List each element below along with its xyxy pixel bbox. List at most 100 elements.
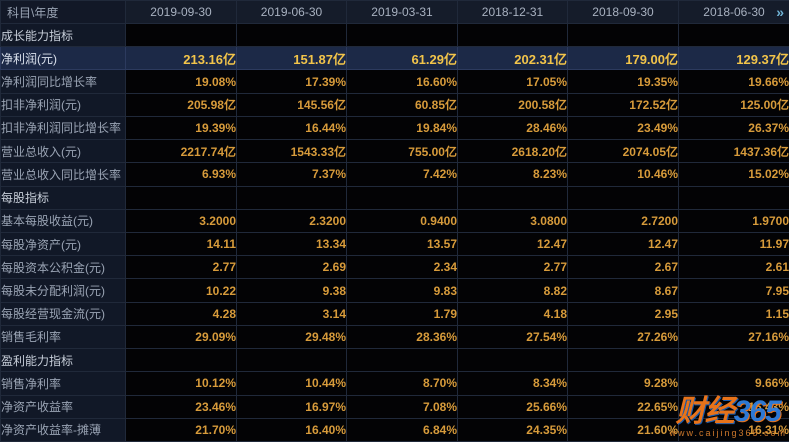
- row-label: 每股未分配利润(元): [0, 278, 126, 303]
- cell-value: 8.23%: [457, 162, 568, 187]
- cell-value: 10.22: [125, 278, 237, 303]
- row-label: 成长能力指标: [0, 22, 126, 48]
- row-label: 营业总收入(元): [0, 139, 126, 164]
- table-row: 每股经营现金流(元) 4.28 3.14 1.79 4.18 2.95 1.15: [0, 301, 789, 326]
- cell-value: 14.11: [125, 231, 237, 257]
- cell-value: 151.87亿: [236, 46, 347, 71]
- column-header-date: 2018-12-31: [457, 0, 568, 24]
- cell-value: 2.69: [236, 255, 347, 280]
- cell-value: [236, 22, 347, 48]
- cell-value: 10.46%: [567, 162, 679, 187]
- cell-value: 16.43%: [678, 394, 789, 419]
- cell-value: [346, 22, 458, 48]
- cell-value: 19.84%: [346, 115, 458, 141]
- cell-value: 12.47: [567, 231, 679, 257]
- table-row: 营业总收入(元) 2217.74亿 1543.33亿 755.00亿 2618.20亿 2…: [0, 139, 789, 164]
- cell-value: 2217.74亿: [125, 139, 237, 164]
- cell-value: [346, 348, 458, 373]
- cell-value: 6.84%: [346, 417, 458, 442]
- cell-value: 22.65%: [567, 394, 679, 419]
- cell-value: 2.95: [567, 301, 679, 326]
- cell-value: 7.37%: [236, 162, 347, 187]
- cell-value: 213.16亿: [125, 46, 237, 71]
- cell-value: [457, 185, 568, 210]
- cell-value: 19.39%: [125, 115, 237, 141]
- cell-value: [125, 22, 237, 48]
- cell-value: 9.38: [236, 278, 347, 303]
- row-label: 扣非净利润同比增长率: [0, 115, 126, 141]
- cell-value: 4.18: [457, 301, 568, 326]
- table-row: 净利润(元) 213.16亿 151.87亿 61.29亿 202.31亿 179.00亿…: [0, 46, 789, 71]
- row-label: 销售毛利率: [0, 324, 126, 350]
- cell-value: [678, 348, 789, 373]
- cell-value: 179.00亿: [567, 46, 679, 71]
- row-label: 每股指标: [0, 185, 126, 210]
- cell-value: 16.40%: [236, 417, 347, 442]
- cell-value: 60.85亿: [346, 92, 458, 117]
- cell-value: 12.47: [457, 231, 568, 257]
- cell-value: 202.31亿: [457, 46, 568, 71]
- table-body: 成长能力指标 净利润(元) 213.16亿 151.87亿 61.29亿 202.31亿 1…: [0, 22, 789, 442]
- cell-value: 1.15: [678, 301, 789, 326]
- cell-value: 2.77: [125, 255, 237, 280]
- cell-value: 28.36%: [346, 324, 458, 350]
- table-row: 净资产收益率 23.46% 16.97% 7.08% 25.66% 22.65% 16.43…: [0, 394, 789, 419]
- corner-header: 科目\年度: [0, 0, 126, 24]
- row-label: 净资产收益率-摊薄: [0, 417, 126, 442]
- row-label: 销售净利率: [0, 371, 126, 396]
- cell-value: [236, 185, 347, 210]
- cell-value: 8.34%: [457, 371, 568, 396]
- cell-value: 6.93%: [125, 162, 237, 187]
- cell-value: 3.2000: [125, 208, 237, 233]
- cell-value: 27.26%: [567, 324, 679, 350]
- cell-value: 7.42%: [346, 162, 458, 187]
- table-row: 销售净利率 10.12% 10.44% 8.70% 8.34% 9.28% 9.66%: [0, 371, 789, 396]
- cell-value: 16.31%: [678, 417, 789, 442]
- more-columns-icon[interactable]: »: [776, 4, 784, 20]
- cell-value: 10.12%: [125, 371, 237, 396]
- cell-value: 8.67: [567, 278, 679, 303]
- cell-value: 172.52亿: [567, 92, 679, 117]
- cell-value: 2.61: [678, 255, 789, 280]
- row-label: 净利润(元): [0, 46, 126, 71]
- cell-value: 2.34: [346, 255, 458, 280]
- cell-value: 27.16%: [678, 324, 789, 350]
- cell-value: 2618.20亿: [457, 139, 568, 164]
- cell-value: 26.37%: [678, 115, 789, 141]
- table-row: 销售毛利率 29.09% 29.48% 28.36% 27.54% 27.26% 27.16…: [0, 324, 789, 350]
- cell-value: 9.28%: [567, 371, 679, 396]
- row-label: 扣非净利润(元): [0, 92, 126, 117]
- cell-value: 2.3200: [236, 208, 347, 233]
- table-row: 每股资本公积金(元) 2.77 2.69 2.34 2.77 2.67 2.61: [0, 255, 789, 280]
- row-label: 盈利能力指标: [0, 348, 126, 373]
- cell-value: 2.67: [567, 255, 679, 280]
- section-row: 成长能力指标: [0, 22, 789, 48]
- cell-value: 3.14: [236, 301, 347, 326]
- cell-value: 23.49%: [567, 115, 679, 141]
- column-header-date: 2019-03-31: [346, 0, 458, 24]
- cell-value: 11.97: [678, 231, 789, 257]
- cell-value: 2.77: [457, 255, 568, 280]
- cell-value: 1.79: [346, 301, 458, 326]
- cell-value: 1543.33亿: [236, 139, 347, 164]
- cell-value: [457, 22, 568, 48]
- cell-value: 7.08%: [346, 394, 458, 419]
- cell-value: [125, 185, 237, 210]
- cell-value: 17.39%: [236, 69, 347, 94]
- cell-value: 205.98亿: [125, 92, 237, 117]
- cell-value: [567, 348, 679, 373]
- cell-value: [678, 185, 789, 210]
- row-label: 每股净资产(元): [0, 231, 126, 257]
- cell-value: 21.60%: [567, 417, 679, 442]
- cell-value: 8.70%: [346, 371, 458, 396]
- row-label: 营业总收入同比增长率: [0, 162, 126, 187]
- cell-value: 15.02%: [678, 162, 789, 187]
- cell-value: [236, 348, 347, 373]
- cell-value: 200.58亿: [457, 92, 568, 117]
- table-row: 每股净资产(元) 14.11 13.34 13.57 12.47 12.47 11.97: [0, 231, 789, 257]
- cell-value: 24.35%: [457, 417, 568, 442]
- cell-value: 16.97%: [236, 394, 347, 419]
- cell-value: 19.35%: [567, 69, 679, 94]
- row-label: 净资产收益率: [0, 394, 126, 419]
